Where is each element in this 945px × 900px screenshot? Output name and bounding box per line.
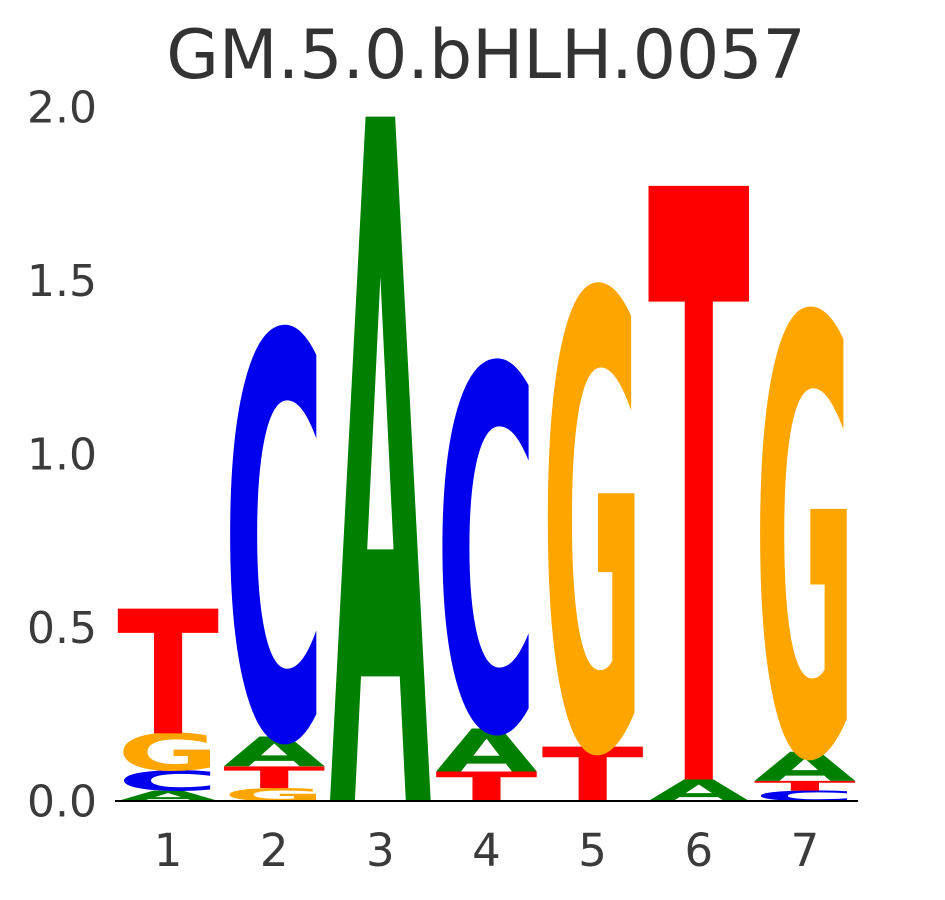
- letter-glyph-T: T: [648, 24, 751, 900]
- logo-letter-T-pos2: T: [223, 761, 325, 796]
- letter-glyph-A: A: [435, 718, 538, 786]
- letter-glyph-A: A: [329, 0, 432, 900]
- y-tick-label-0.0: 0.0: [27, 776, 97, 827]
- logo-letter-A-pos6: A: [648, 774, 750, 808]
- x-tick-label-6: 6: [684, 824, 713, 877]
- x-tick-label-5: 5: [578, 824, 607, 877]
- letter-glyph-C: C: [223, 221, 325, 867]
- letter-glyph-G: G: [542, 166, 644, 895]
- y-tick-label-2.0: 2.0: [27, 82, 97, 133]
- logo-letter-A-pos7: A: [754, 744, 856, 791]
- logo-letter-A-pos4: A: [435, 718, 538, 786]
- letter-glyph-T: T: [117, 576, 219, 775]
- chart-title: GM.5.0.bHLH.0057: [166, 16, 806, 95]
- y-tick-label-1.0: 1.0: [27, 429, 97, 480]
- logo-letter-A-pos3: A: [329, 0, 432, 900]
- y-axis-tick-labels: 0.0 0.5 1.0 1.5 2.0: [27, 82, 97, 827]
- letter-glyph-T: T: [435, 763, 537, 810]
- logo-letter-G-pos5: G: [542, 166, 644, 895]
- logo-letter-G-pos7: G: [754, 197, 856, 894]
- x-axis-tick-labels: 1 2 3 4 5 6 7: [154, 824, 819, 877]
- letter-glyph-A: A: [754, 744, 856, 791]
- y-tick-label-0.5: 0.5: [27, 603, 97, 654]
- x-tick-label-1: 1: [154, 824, 183, 877]
- logo-letter-G-pos1: G: [117, 723, 219, 783]
- letter-glyph-T: T: [223, 761, 325, 796]
- logo-letter-T-pos1: T: [117, 576, 219, 775]
- letter-glyph-C: C: [435, 265, 537, 846]
- logo-letter-T-pos4: T: [435, 763, 537, 810]
- logo-letter-T-pos6: T: [648, 24, 751, 900]
- y-tick-label-1.5: 1.5: [27, 256, 97, 307]
- logo-letter-T-pos7: T: [754, 778, 857, 793]
- letter-glyph-T: T: [542, 732, 644, 819]
- letter-glyph-G: G: [117, 723, 219, 783]
- letter-glyph-T: T: [754, 778, 857, 793]
- x-tick-label-4: 4: [472, 824, 501, 877]
- letter-glyph-A: A: [648, 774, 750, 808]
- x-tick-label-7: 7: [791, 824, 820, 877]
- x-tick-label-3: 3: [366, 824, 395, 877]
- letter-glyph-A: A: [223, 729, 325, 777]
- logo-letter-T-pos5: T: [542, 732, 644, 819]
- x-tick-label-2: 2: [260, 824, 289, 877]
- logo-letter-C-pos2: C: [223, 221, 325, 867]
- logo-letter-A-pos2: A: [223, 729, 325, 777]
- letter-glyph-G: G: [754, 197, 856, 894]
- logo-letter-C-pos1: C: [117, 765, 219, 797]
- logo-letter-C-pos4: C: [435, 265, 537, 846]
- letter-glyph-C: C: [117, 765, 219, 797]
